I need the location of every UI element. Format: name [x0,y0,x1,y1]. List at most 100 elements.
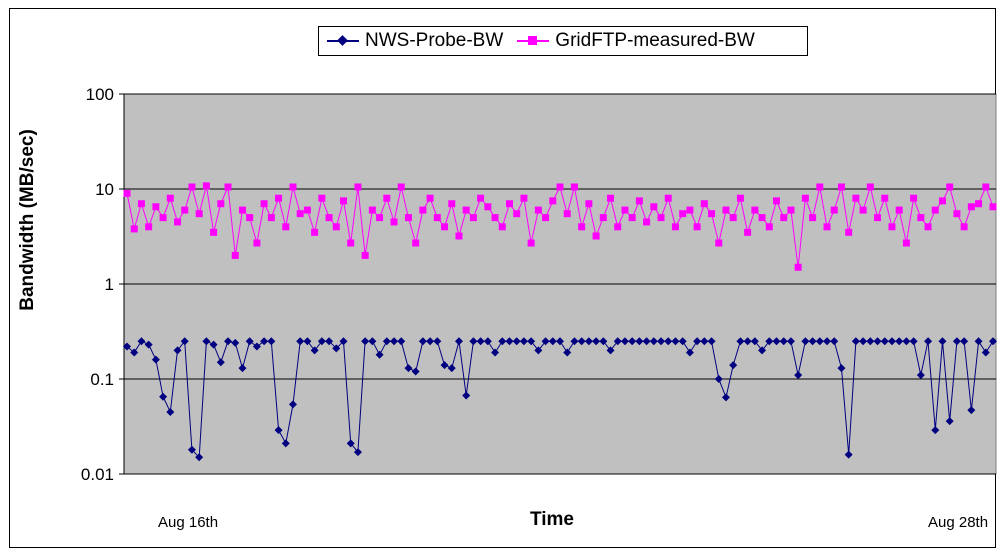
data-point-nws [570,337,579,346]
data-point-nws [592,337,601,346]
data-point-nws [260,337,269,346]
data-point-gridftp [419,206,427,214]
data-point-nws [353,448,362,457]
data-point-nws [310,346,319,355]
data-point-nws [743,337,752,346]
data-point-gridftp [332,223,340,231]
data-point-nws [808,337,817,346]
data-point-gridftp [924,223,932,231]
data-point-gridftp [311,228,319,236]
data-point-gridftp [224,183,232,191]
data-point-gridftp [845,228,853,236]
data-point-gridftp [679,210,687,218]
legend: NWS-Probe-BW GridFTP-measured-BW [318,26,808,56]
data-point-gridftp [967,203,975,211]
data-point-nws [527,337,536,346]
y-tick-label-1: 1 [104,275,114,294]
data-point-gridftp [354,183,362,191]
data-point-gridftp [426,194,434,202]
data-point-nws [483,337,492,346]
data-point-nws [512,337,521,346]
data-point-gridftp [448,200,456,208]
data-point-nws [505,337,514,346]
data-point-gridftp [715,239,723,247]
data-point-nws [895,337,904,346]
data-point-gridftp [599,214,607,222]
data-point-gridftp [830,206,838,214]
data-point-nws [440,361,449,370]
data-point-gridftp [801,194,809,202]
data-point-nws [599,337,608,346]
data-point-nws [902,337,911,346]
data-point-gridftp [736,194,744,202]
data-point-gridftp [859,206,867,214]
data-point-nws [173,346,182,355]
data-point-nws [671,337,680,346]
data-point-nws [426,337,435,346]
legend-swatch-gridftp [517,33,550,49]
data-point-gridftp [570,183,578,191]
y-tick-label-100: 100 [85,85,114,104]
data-point-gridftp [166,194,174,202]
data-point-gridftp [534,206,542,214]
data-point-nws [541,337,550,346]
data-point-gridftp [491,214,499,222]
data-point-gridftp [188,183,196,191]
data-point-gridftp [210,228,218,236]
data-point-gridftp [505,200,513,208]
data-point-gridftp [866,183,874,191]
data-point-gridftp [368,206,376,214]
data-point-gridftp [953,210,961,218]
data-point-gridftp [700,200,708,208]
data-point-nws [866,337,875,346]
data-point-nws [924,337,933,346]
data-point-gridftp [260,200,268,208]
data-point-gridftp [152,203,160,211]
data-point-nws [859,337,868,346]
data-point-nws [281,439,290,448]
data-point-gridftp [238,206,246,214]
data-point-gridftp [202,182,210,190]
data-point-gridftp [477,194,485,202]
data-point-gridftp [787,206,795,214]
data-point-gridftp [744,228,752,236]
x-axis-label: Time [530,509,575,530]
data-point-nws [491,348,500,357]
data-point-nws [714,375,723,383]
data-point-gridftp [585,200,593,208]
legend-label-nws: NWS-Probe-BW [365,30,504,51]
data-point-nws [620,337,629,346]
data-point-nws [325,337,334,346]
data-point-nws [765,337,774,346]
data-point-nws [144,340,153,349]
data-point-nws [462,391,471,400]
data-point-gridftp [975,200,983,208]
data-point-gridftp [174,218,182,226]
y-tick-label-0.1: 0.1 [90,370,114,389]
data-point-nws [613,337,622,346]
data-point-nws [772,337,781,346]
data-point-nws [303,337,312,346]
data-point-nws [390,337,399,346]
data-point-nws [346,439,355,448]
data-point-gridftp [404,214,412,222]
data-point-gridftp [837,183,845,191]
data-point-gridftp [902,239,910,247]
data-point-gridftp [520,194,528,202]
data-point-gridftp [462,206,470,214]
data-point-nws [931,426,940,435]
data-point-gridftp [145,223,153,231]
data-point-gridftp [513,210,521,218]
data-point-nws [332,344,341,353]
data-point-gridftp [195,210,203,218]
data-point-nws [649,337,658,346]
data-point-nws [837,364,846,373]
data-point-gridftp [340,197,347,205]
data-point-gridftp [621,206,629,214]
data-point-nws [469,337,478,346]
data-point-gridftp [751,206,759,214]
data-point-nws [288,400,297,409]
data-point-nws [729,361,738,370]
data-point-nws [887,337,896,346]
data-point-gridftp [664,194,672,202]
